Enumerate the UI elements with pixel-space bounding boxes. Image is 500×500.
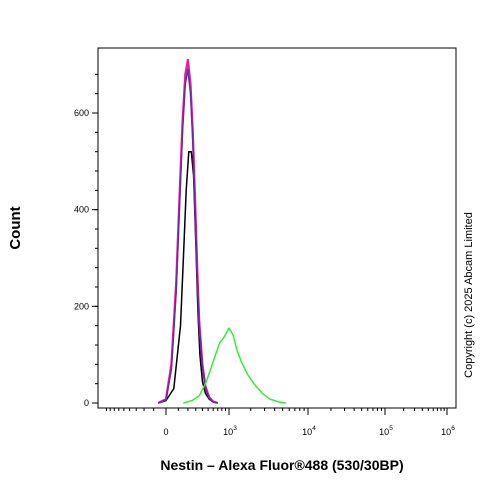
x-tick-label: 103 xyxy=(223,425,237,437)
histogram-series-4 xyxy=(183,327,287,404)
x-tick-label: 0 xyxy=(163,427,168,437)
x-tick-label: 106 xyxy=(441,425,455,437)
x-axis-title: Nestin – Alexa Fluor®488 (530/30BP) xyxy=(160,457,403,473)
y-axis-title: Count xyxy=(7,206,24,249)
y-tick-label: 0 xyxy=(84,398,89,408)
x-axis: 0 103 104 105 106 xyxy=(105,408,455,437)
plot-frame xyxy=(97,47,457,409)
y-tick-label: 400 xyxy=(74,205,89,215)
x-tick-label: 104 xyxy=(302,425,316,437)
y-axis: 0 200 400 600 xyxy=(74,73,98,408)
x-tick-label: 105 xyxy=(379,425,393,437)
histogram-series-3 xyxy=(157,68,218,404)
series-layer xyxy=(157,58,287,405)
y-tick-label: 600 xyxy=(74,108,89,118)
y-tick-label: 200 xyxy=(74,301,89,311)
copyright-text: Copyright (c) 2025 Abcam Limited xyxy=(463,212,475,378)
